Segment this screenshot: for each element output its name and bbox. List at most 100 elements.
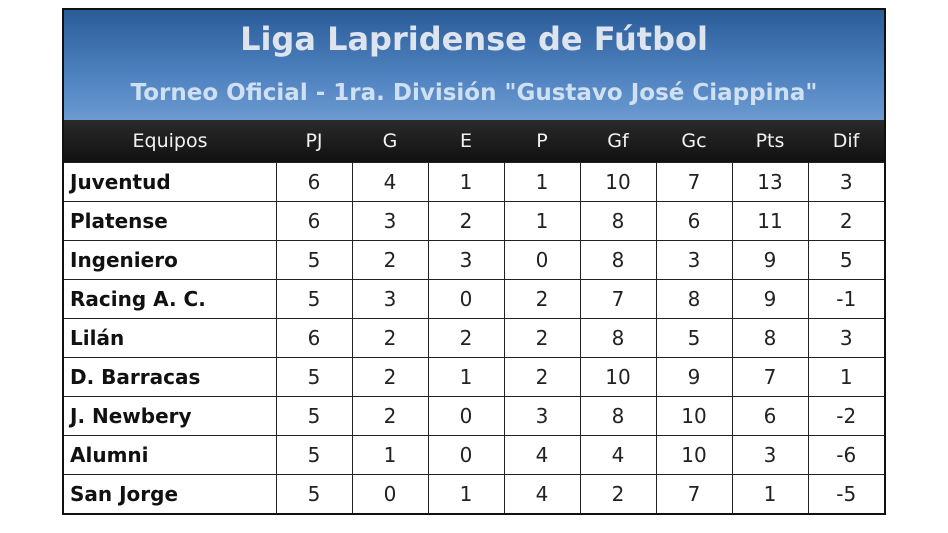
stat-cell: 3 bbox=[807, 318, 884, 358]
stat-cell: 8 bbox=[655, 279, 733, 319]
stat-cell: 1 bbox=[351, 435, 429, 475]
stat-cell: 4 bbox=[351, 162, 429, 202]
stat-cell: 2 bbox=[427, 318, 505, 358]
table-row: Alumni 5 1 0 4 4 10 3 -6 bbox=[64, 435, 884, 475]
stat-cell: 5 bbox=[275, 474, 353, 513]
table-row: Racing A. C. 5 3 0 2 7 8 9 -1 bbox=[64, 279, 884, 319]
stat-cell: 4 bbox=[503, 435, 581, 475]
stat-cell: 1 bbox=[427, 474, 505, 513]
stat-cell: 5 bbox=[655, 318, 733, 358]
stat-cell: 10 bbox=[655, 435, 733, 475]
stat-cell: 5 bbox=[807, 240, 884, 280]
stat-cell: 4 bbox=[503, 474, 581, 513]
team-name: San Jorge bbox=[64, 474, 277, 513]
table-row: San Jorge 5 0 1 4 2 7 1 -5 bbox=[64, 474, 884, 513]
stat-cell: 1 bbox=[503, 201, 581, 241]
stat-cell: 8 bbox=[579, 318, 657, 358]
stat-cell: 0 bbox=[503, 240, 581, 280]
table-row: Juventud 6 4 1 1 10 7 13 3 bbox=[64, 162, 884, 202]
column-header: E bbox=[428, 120, 504, 163]
stat-cell: -5 bbox=[807, 474, 884, 513]
stat-cell: 2 bbox=[351, 357, 429, 397]
team-name: Ingeniero bbox=[64, 240, 277, 280]
stat-cell: 7 bbox=[731, 357, 809, 397]
team-name: Alumni bbox=[64, 435, 277, 475]
stat-cell: 0 bbox=[427, 396, 505, 436]
title-band: Liga Lapridense de Fútbol Torneo Oficial… bbox=[64, 10, 884, 120]
stat-cell: 8 bbox=[579, 240, 657, 280]
table-row: J. Newbery 5 2 0 3 8 10 6 -2 bbox=[64, 396, 884, 436]
stat-cell: -2 bbox=[807, 396, 884, 436]
standings: Liga Lapridense de Fútbol Torneo Oficial… bbox=[62, 8, 886, 515]
stat-cell: 5 bbox=[275, 279, 353, 319]
stat-cell: 9 bbox=[731, 240, 809, 280]
column-header: PJ bbox=[276, 120, 352, 163]
stat-cell: 2 bbox=[351, 240, 429, 280]
stat-cell: 0 bbox=[427, 435, 505, 475]
stat-cell: 1 bbox=[427, 357, 505, 397]
table-body: Juventud 6 4 1 1 10 7 13 3 Platense 6 3 2 1 8 6 11 2 Ingen… bbox=[64, 162, 884, 513]
column-header: Pts bbox=[732, 120, 808, 163]
team-name: Lilán bbox=[64, 318, 277, 358]
stat-cell: 10 bbox=[655, 396, 733, 436]
column-header: G bbox=[352, 120, 428, 163]
stat-cell: 0 bbox=[351, 474, 429, 513]
stat-cell: 10 bbox=[579, 162, 657, 202]
stat-cell: 5 bbox=[275, 435, 353, 475]
column-header: Gf bbox=[580, 120, 656, 163]
stat-cell: -6 bbox=[807, 435, 884, 475]
stat-cell: 1 bbox=[503, 162, 581, 202]
subtitle: Torneo Oficial - 1ra. División "Gustavo … bbox=[130, 80, 818, 106]
stat-cell: 7 bbox=[655, 162, 733, 202]
stat-cell: 4 bbox=[579, 435, 657, 475]
team-name: Platense bbox=[64, 201, 277, 241]
stat-cell: 2 bbox=[579, 474, 657, 513]
stat-cell: 6 bbox=[275, 201, 353, 241]
stat-cell: 3 bbox=[731, 435, 809, 475]
table-row: Ingeniero 5 2 3 0 8 3 9 5 bbox=[64, 240, 884, 280]
team-name: J. Newbery bbox=[64, 396, 277, 436]
stat-cell: 6 bbox=[655, 201, 733, 241]
stat-cell: 11 bbox=[731, 201, 809, 241]
team-name: D. Barracas bbox=[64, 357, 277, 397]
column-header: P bbox=[504, 120, 580, 163]
stat-cell: 7 bbox=[579, 279, 657, 319]
header-row: Equipos PJ G E P Gf Gc Pts Dif bbox=[64, 120, 884, 163]
stat-cell: 8 bbox=[579, 396, 657, 436]
stat-cell: 5 bbox=[275, 357, 353, 397]
stat-cell: 3 bbox=[351, 279, 429, 319]
stat-cell: 5 bbox=[275, 396, 353, 436]
stat-cell: 1 bbox=[427, 162, 505, 202]
stat-cell: 7 bbox=[655, 474, 733, 513]
stat-cell: 3 bbox=[655, 240, 733, 280]
stat-cell: 2 bbox=[427, 201, 505, 241]
stat-cell: 3 bbox=[807, 162, 884, 202]
stat-cell: 2 bbox=[503, 357, 581, 397]
stat-cell: 2 bbox=[503, 279, 581, 319]
table-row: Platense 6 3 2 1 8 6 11 2 bbox=[64, 201, 884, 241]
column-header: Dif bbox=[808, 120, 884, 163]
stat-cell: -1 bbox=[807, 279, 884, 319]
stat-cell: 9 bbox=[655, 357, 733, 397]
column-header: Gc bbox=[656, 120, 732, 163]
stat-cell: 3 bbox=[351, 201, 429, 241]
stat-cell: 3 bbox=[427, 240, 505, 280]
stat-cell: 6 bbox=[731, 396, 809, 436]
column-header: Equipos bbox=[64, 120, 276, 163]
stat-cell: 8 bbox=[731, 318, 809, 358]
title: Liga Lapridense de Fútbol bbox=[240, 20, 708, 58]
team-name: Racing A. C. bbox=[64, 279, 277, 319]
stat-cell: 13 bbox=[731, 162, 809, 202]
stat-cell: 2 bbox=[807, 201, 884, 241]
stat-cell: 10 bbox=[579, 357, 657, 397]
table-row: Lilán 6 2 2 2 8 5 8 3 bbox=[64, 318, 884, 358]
stat-cell: 3 bbox=[503, 396, 581, 436]
stat-cell: 1 bbox=[731, 474, 809, 513]
team-name: Juventud bbox=[64, 162, 277, 202]
stat-cell: 2 bbox=[503, 318, 581, 358]
stat-cell: 5 bbox=[275, 240, 353, 280]
table: Equipos PJ G E P Gf Gc Pts Dif Juventud 6 4 1 1 10 7 13… bbox=[64, 120, 884, 513]
stat-cell: 2 bbox=[351, 318, 429, 358]
stat-cell: 9 bbox=[731, 279, 809, 319]
